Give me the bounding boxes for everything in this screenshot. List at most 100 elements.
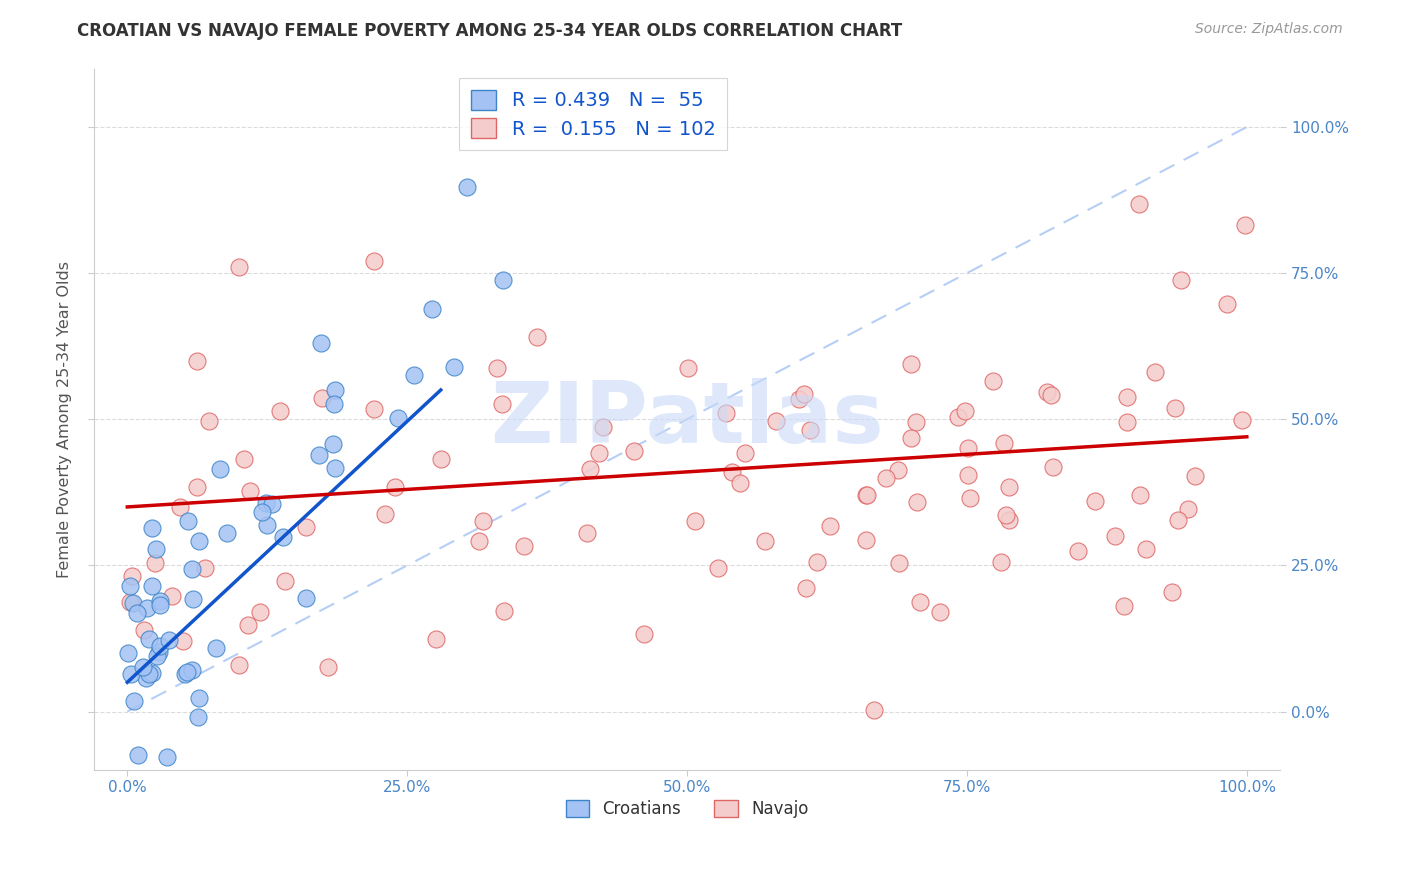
Point: [1115, 415, 1137, 429]
Point: [148, 598, 170, 612]
Text: ZIPatlas: ZIPatlas: [491, 377, 884, 461]
Point: [141, 521, 163, 535]
Point: [138, 774, 160, 789]
Point: [274, 574, 297, 589]
Point: [1104, 529, 1126, 543]
Point: [1164, 401, 1187, 416]
Point: [472, 514, 495, 528]
Point: [953, 403, 976, 417]
Point: [513, 539, 536, 553]
Point: [143, 556, 166, 570]
Point: [468, 534, 491, 549]
Point: [323, 384, 346, 398]
Point: [863, 703, 886, 717]
Point: [1128, 196, 1150, 211]
Point: [198, 414, 221, 428]
Point: [188, 691, 211, 706]
Point: [127, 606, 149, 620]
Point: [149, 594, 172, 608]
Point: [420, 301, 443, 316]
Point: [131, 660, 153, 674]
Point: [236, 618, 259, 632]
Point: [316, 660, 339, 674]
Point: [905, 495, 928, 509]
Point: [323, 461, 346, 475]
Point: [1112, 599, 1135, 614]
Point: [322, 397, 344, 411]
Point: [1084, 494, 1107, 508]
Point: [1129, 487, 1152, 501]
Point: [633, 627, 655, 641]
Point: [180, 664, 202, 678]
Point: [818, 519, 841, 533]
Point: [856, 488, 879, 502]
Point: [228, 260, 250, 275]
Point: [215, 526, 238, 541]
Point: [181, 562, 204, 576]
Point: [121, 569, 143, 583]
Point: [676, 361, 699, 376]
Point: [526, 329, 548, 343]
Point: [1216, 297, 1239, 311]
Point: [928, 605, 950, 619]
Point: [998, 480, 1021, 494]
Point: [309, 335, 332, 350]
Point: [714, 406, 737, 420]
Point: [122, 596, 145, 610]
Y-axis label: Female Poverty Among 25-34 Year Olds: Female Poverty Among 25-34 Year Olds: [58, 260, 72, 578]
Point: [1067, 544, 1090, 558]
Point: [707, 561, 730, 575]
Point: [141, 666, 163, 681]
Point: [1143, 365, 1166, 379]
Point: [623, 444, 645, 458]
Point: [787, 392, 810, 406]
Point: [1039, 388, 1062, 402]
Point: [194, 560, 217, 574]
Point: [143, 774, 166, 789]
Point: [122, 694, 145, 708]
Point: [456, 179, 478, 194]
Point: [294, 591, 316, 605]
Point: [1230, 413, 1253, 427]
Point: [188, 534, 211, 549]
Point: [295, 520, 318, 534]
Point: [145, 649, 167, 664]
Point: [588, 446, 610, 460]
Point: [148, 645, 170, 659]
Point: [181, 591, 204, 606]
Point: [796, 581, 818, 595]
Point: [404, 368, 426, 382]
Point: [900, 357, 922, 371]
Point: [1042, 459, 1064, 474]
Point: [269, 404, 291, 418]
Point: [990, 555, 1012, 569]
Point: [208, 462, 231, 476]
Point: [363, 402, 385, 417]
Point: [127, 747, 149, 762]
Point: [900, 431, 922, 445]
Point: [492, 273, 515, 287]
Point: [1160, 584, 1182, 599]
Point: [311, 391, 333, 405]
Point: [141, 579, 163, 593]
Point: [1177, 502, 1199, 516]
Point: [374, 507, 396, 521]
Point: [138, 632, 160, 646]
Point: [363, 254, 385, 268]
Point: [855, 533, 877, 548]
Point: [793, 387, 815, 401]
Point: [957, 441, 980, 455]
Point: [491, 397, 513, 411]
Point: [905, 415, 928, 429]
Point: [430, 451, 453, 466]
Point: [910, 595, 932, 609]
Point: [1135, 542, 1157, 557]
Point: [1036, 384, 1059, 399]
Point: [273, 531, 295, 545]
Point: [138, 666, 160, 681]
Point: [576, 526, 599, 541]
Point: [232, 451, 254, 466]
Point: [308, 448, 330, 462]
Point: [322, 437, 344, 451]
Point: [136, 600, 159, 615]
